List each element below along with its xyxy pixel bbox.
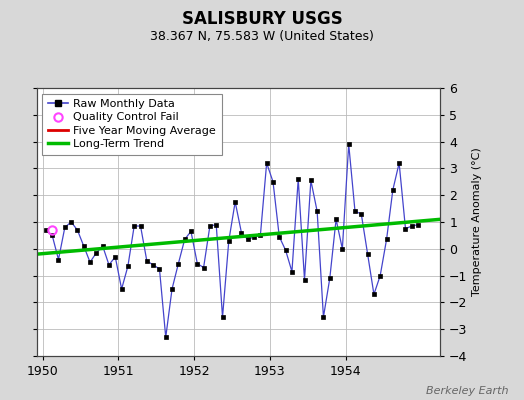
Text: SALISBURY USGS: SALISBURY USGS xyxy=(182,10,342,28)
Text: 38.367 N, 75.583 W (United States): 38.367 N, 75.583 W (United States) xyxy=(150,30,374,43)
Y-axis label: Temperature Anomaly (°C): Temperature Anomaly (°C) xyxy=(472,148,482,296)
Text: Berkeley Earth: Berkeley Earth xyxy=(426,386,508,396)
Legend: Raw Monthly Data, Quality Control Fail, Five Year Moving Average, Long-Term Tren: Raw Monthly Data, Quality Control Fail, … xyxy=(42,94,222,155)
